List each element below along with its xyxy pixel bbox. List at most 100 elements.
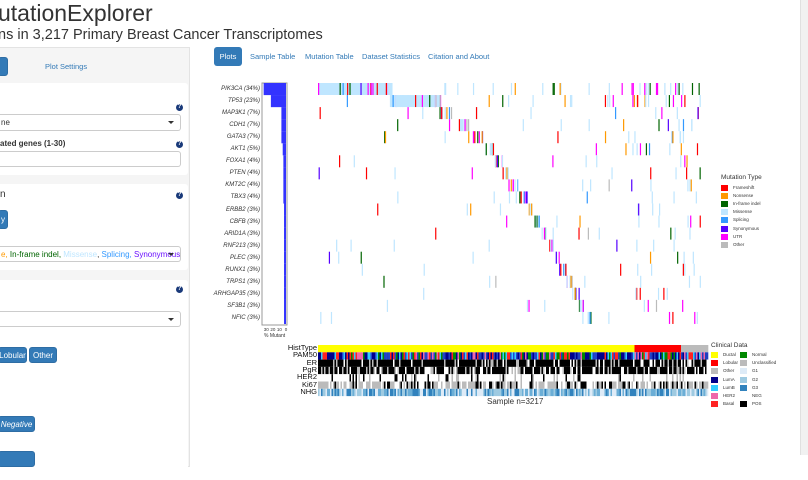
ki67-cell: [540, 381, 542, 389]
nhg-cell: [543, 388, 545, 397]
mutation-mark: [396, 95, 398, 108]
tab-sample-table[interactable]: Sample Table: [250, 52, 296, 61]
histtype-cell: [517, 345, 520, 353]
pgr-cell: [336, 366, 338, 375]
nhg-cell: [552, 388, 554, 397]
ki67-cell: [502, 381, 505, 389]
ki67-cell: [678, 381, 680, 389]
nhg-cell: [483, 388, 485, 397]
tab-citation-about[interactable]: Citation and About: [428, 52, 490, 61]
histtype-cell: [432, 345, 434, 353]
er-cell: [334, 359, 337, 367]
apply-button[interactable]: y: [0, 210, 8, 229]
histtype-cell: [541, 345, 544, 353]
legend-label: HER2: [723, 393, 736, 398]
ki67-cell: [439, 381, 442, 389]
her2-cell: [694, 374, 697, 382]
histtype-cell: [544, 345, 547, 353]
sidebar-tab-plot-settings[interactable]: Plot Settings: [45, 62, 88, 71]
her2-cell: [489, 374, 491, 382]
mutation-mark: [631, 83, 633, 95]
pam50-cell: [435, 352, 437, 360]
nhg-cell: [540, 388, 542, 397]
pgr-cell: [493, 366, 496, 375]
mutation-mark: [582, 299, 584, 312]
ki67-cell: [471, 381, 473, 389]
pam50-cell: [666, 352, 668, 360]
nhg-cell: [438, 388, 440, 397]
pam50-cell: [427, 352, 430, 360]
her2-cell: [462, 374, 464, 382]
legend-swatch: [721, 185, 728, 191]
er-cell: [645, 359, 647, 367]
mutation-mark: [524, 191, 526, 204]
pgr-cell: [529, 366, 532, 375]
nhg-cell: [474, 388, 476, 397]
mutation-mark: [490, 143, 492, 156]
pgr-cell: [609, 366, 611, 375]
legend-swatch: [740, 376, 747, 383]
scrollbar[interactable]: [800, 0, 808, 455]
pam50-cell: [363, 352, 365, 360]
mutation-mark: [347, 83, 349, 95]
pgr-cell: [393, 366, 395, 375]
her2-cell: [411, 374, 413, 382]
mutation-mark: [478, 131, 480, 144]
mutation-mark: [638, 203, 640, 216]
histtype-cell: [376, 345, 379, 353]
her2-cell: [522, 374, 524, 382]
er-cell: [576, 359, 578, 367]
tab-mutation-table[interactable]: Mutation Table: [305, 52, 354, 61]
sidebar-tab-active[interactable]: [0, 57, 8, 76]
ki67-cell: [360, 381, 362, 389]
tab-dataset-statistics[interactable]: Dataset Statistics: [362, 52, 420, 61]
pgr-cell: [604, 366, 607, 375]
mutation-type-select[interactable]: e, In-frame indel, Missense, Splicing, S…: [0, 246, 181, 262]
clinical-select[interactable]: [0, 311, 181, 327]
pgr-cell: [562, 366, 565, 375]
er-cell: [318, 359, 320, 367]
ki67-cell: [348, 381, 350, 389]
nhg-cell: [409, 388, 412, 397]
her2-cell: [360, 374, 362, 382]
nhg-cell: [379, 388, 382, 397]
help-icon[interactable]: ?: [176, 192, 183, 199]
pam50-cell: [369, 352, 371, 360]
other-button[interactable]: Other: [29, 347, 57, 363]
mutation-mark: [339, 155, 341, 168]
legend-swatch: [711, 401, 718, 408]
track-label: Ki67: [301, 379, 317, 389]
legend-label: NEG: [752, 393, 762, 398]
er-cell: [625, 359, 628, 367]
her2-cell: [328, 374, 331, 382]
help-icon[interactable]: ?: [176, 286, 183, 293]
her2-cell: [456, 374, 458, 382]
her2-cell: [384, 374, 386, 382]
histtype-cell: [639, 345, 641, 353]
help-icon[interactable]: ?: [176, 104, 183, 111]
ki67-cell: [411, 381, 413, 389]
help-icon[interactable]: ?: [176, 141, 183, 148]
nhg-cell: [426, 388, 428, 397]
gene-set-select[interactable]: ne: [0, 114, 181, 131]
her2-cell: [352, 374, 355, 382]
pam50-cell: [552, 352, 554, 360]
pam50-cell: [343, 352, 346, 360]
pam50-cell: [528, 352, 530, 360]
lobular-button[interactable]: Lobular: [0, 347, 27, 363]
ki67-cell: [538, 381, 541, 389]
mutation-mark: [464, 119, 466, 132]
mutation-mark: [458, 119, 461, 132]
er-cell: [375, 359, 377, 367]
mutation-mark: [423, 263, 425, 276]
pgr-cell: [574, 366, 577, 375]
er-cell: [328, 359, 331, 367]
negative-button[interactable]: Negative: [0, 416, 35, 432]
tab-plots[interactable]: Plots: [214, 47, 242, 66]
pam50-cell: [639, 352, 641, 360]
ki67-cell: [531, 381, 533, 389]
histtype-cell: [345, 345, 347, 353]
genes-count-input[interactable]: [0, 151, 181, 167]
her2-cell: [370, 374, 373, 382]
mutation-mark: [460, 119, 462, 132]
